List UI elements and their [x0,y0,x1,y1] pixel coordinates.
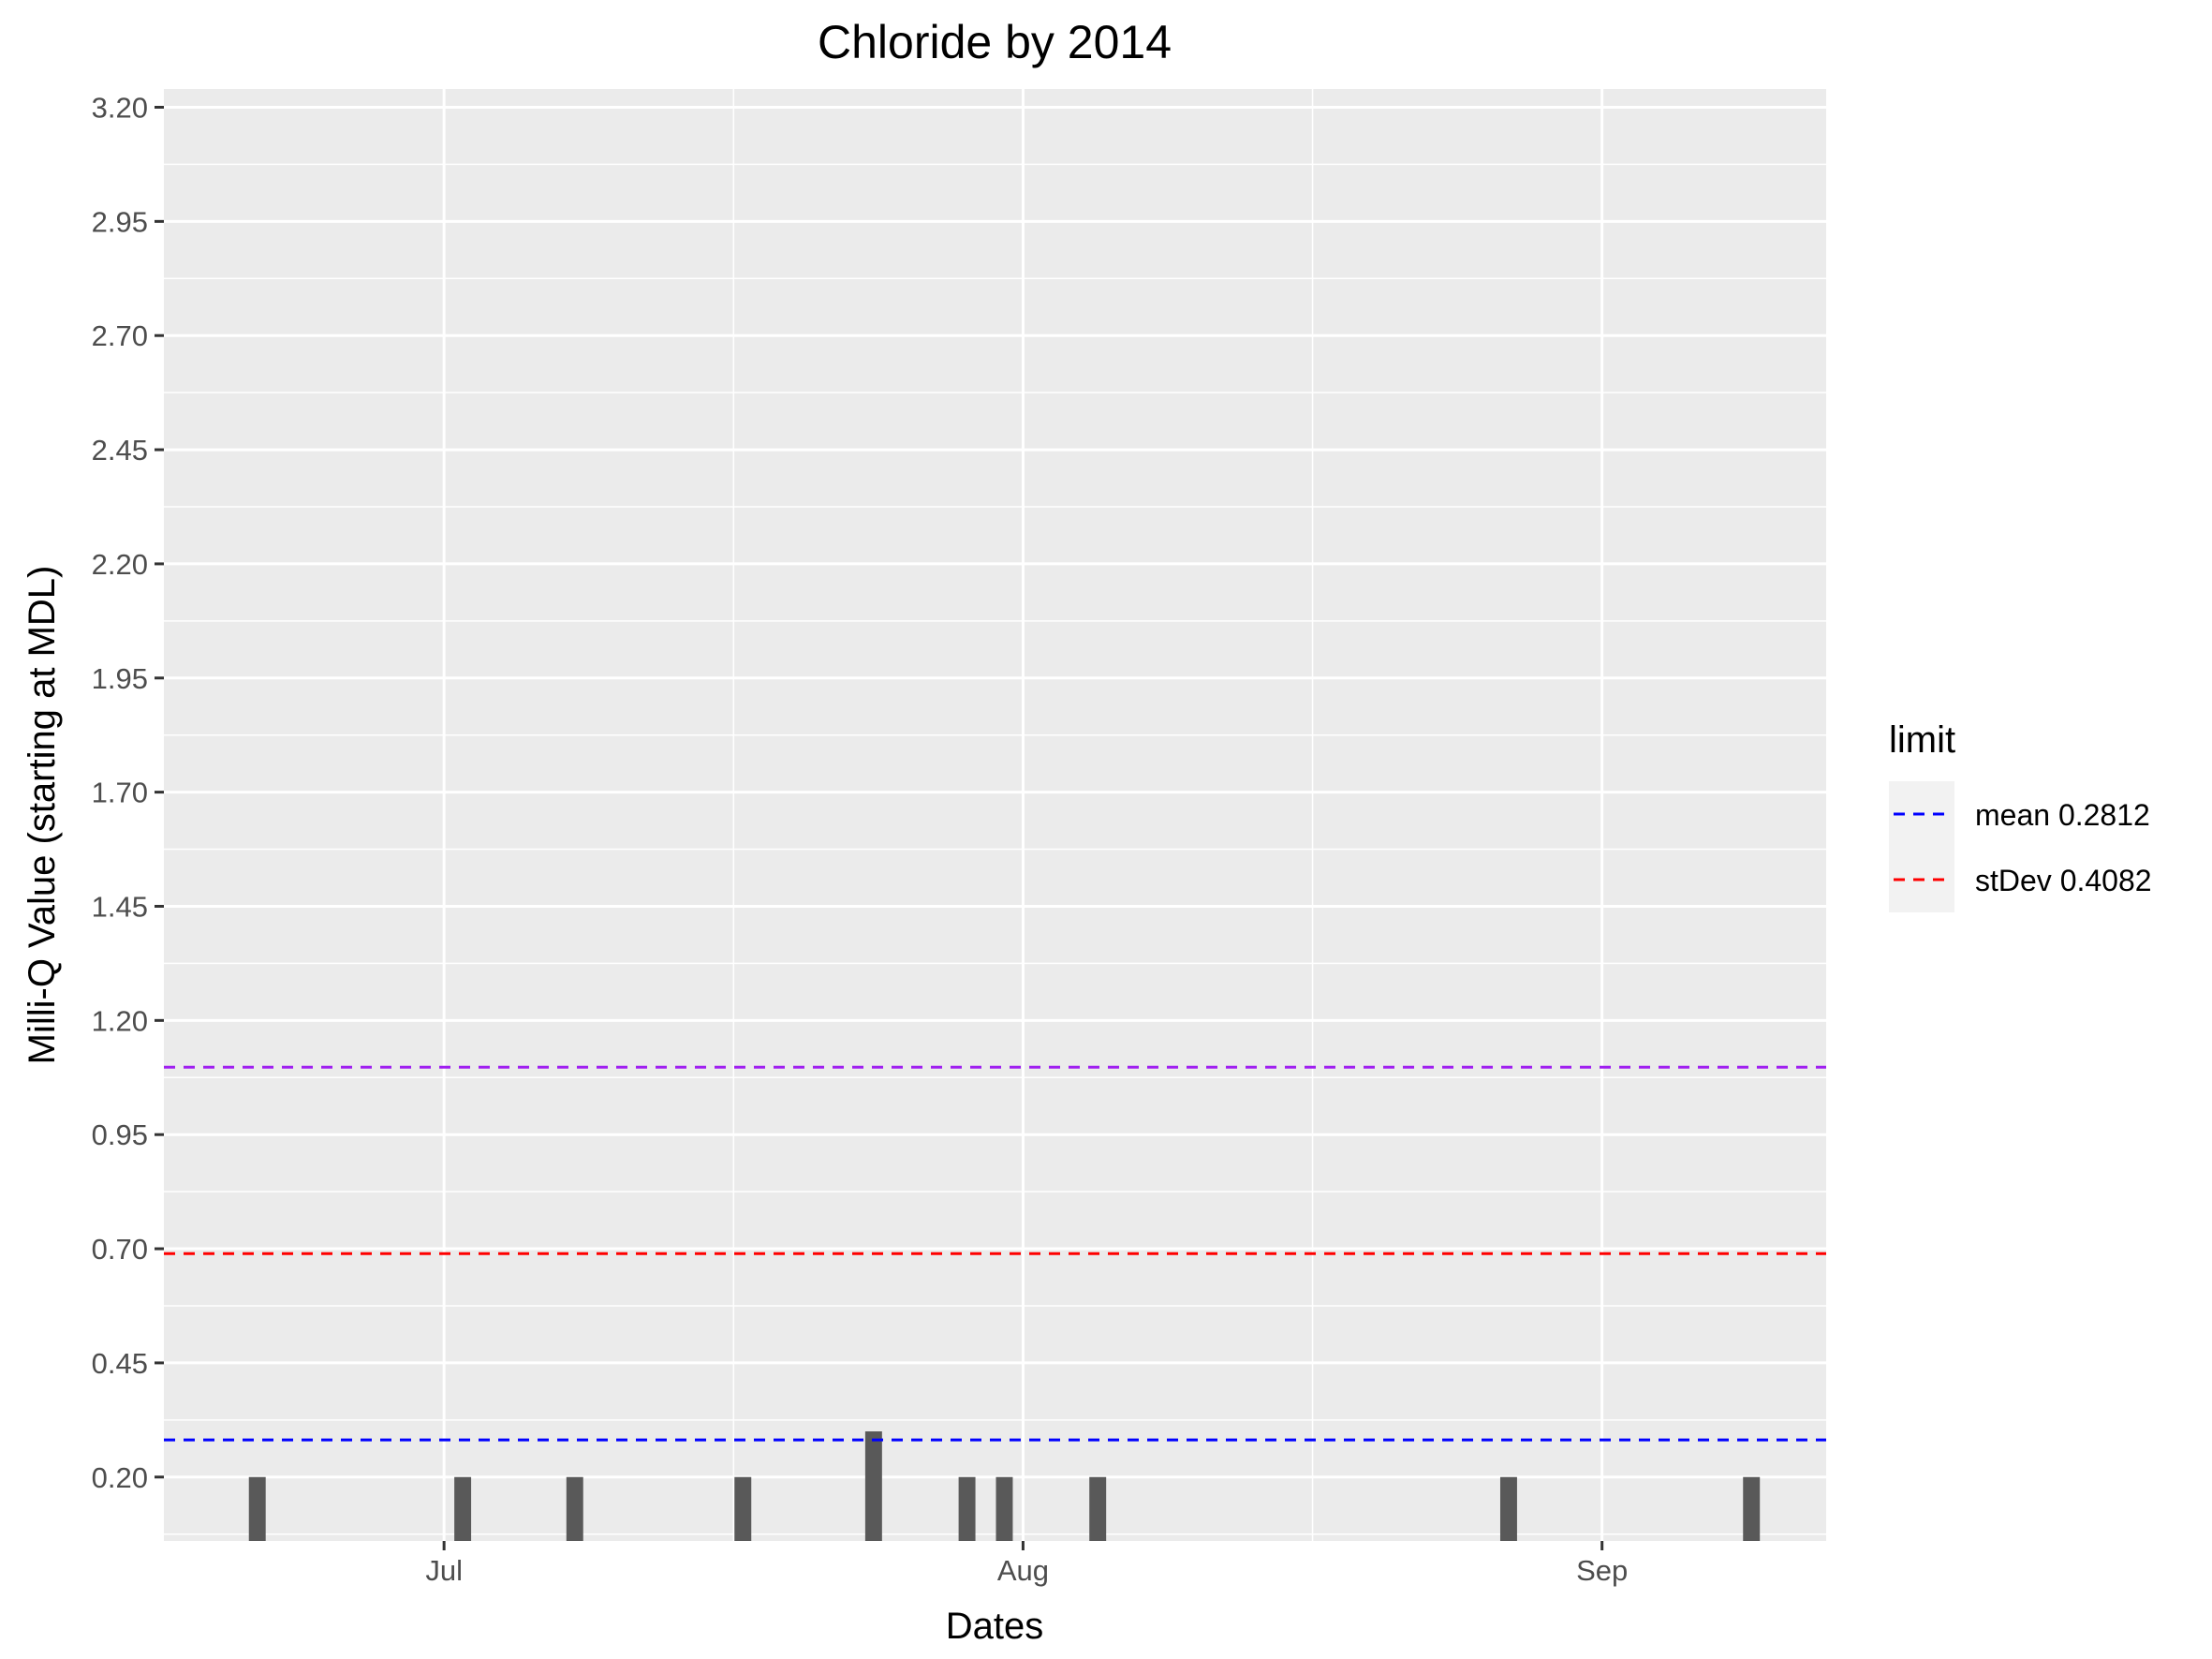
bar [734,1476,752,1541]
legend-label: mean 0.2812 [1975,798,2150,832]
y-tick-label: 3.20 [92,91,148,124]
y-tick-label: 1.45 [92,890,148,923]
chart-title: Chloride by 2014 [818,16,1172,68]
reference-lines [164,1065,1826,1442]
bar-series [248,1431,1761,1541]
plot-panel [164,89,1826,1541]
x-axis: Jul Aug Sep [425,1541,1628,1587]
minor-grid [164,89,1826,1541]
x-axis-title: Dates [946,1606,1044,1647]
legend-title: limit [1889,719,1955,761]
y-tick-label: 2.70 [92,319,148,352]
y-tick-label: 0.95 [92,1118,148,1151]
x-tick-label: Aug [997,1554,1049,1587]
y-tick-label: 0.20 [92,1461,148,1494]
bar [248,1476,266,1541]
y-tick-label: 1.20 [92,1004,148,1037]
legend-entry-mean: mean 0.2812 [1889,781,2150,847]
y-tick-label: 0.45 [92,1347,148,1380]
y-tick-label: 1.95 [92,662,148,695]
bar [995,1476,1013,1541]
bar [1499,1476,1517,1541]
bar [958,1476,976,1541]
x-tick-label: Sep [1576,1554,1628,1587]
legend-entry-stdev: stDev 0.4082 [1889,847,2152,912]
bar [566,1476,583,1541]
y-tick-label: 1.70 [92,777,148,809]
bar [1089,1476,1107,1541]
legend-label: stDev 0.4082 [1975,864,2152,897]
legend: limit mean 0.2812 stDev 0.4082 [1889,719,2152,912]
major-grid [164,89,1826,1541]
y-tick-label: 0.70 [92,1233,148,1266]
bar [864,1431,882,1541]
bar [454,1476,472,1541]
bar [1743,1476,1761,1541]
y-axis-title: Milli-Q Value (starting at MDL) [22,566,63,1065]
y-tick-label: 2.20 [92,548,148,581]
y-axis: 0.20 0.45 0.70 0.95 1.20 1.45 1.70 1.95 2.20 2.45… [92,91,164,1494]
y-tick-label: 2.45 [92,434,148,467]
y-tick-label: 2.95 [92,205,148,238]
x-tick-label: Jul [425,1554,463,1587]
